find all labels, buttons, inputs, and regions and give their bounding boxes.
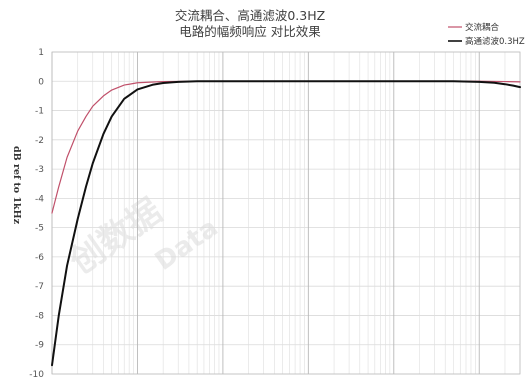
legend: 交流耦合 高通滤波0.3HZ: [448, 22, 525, 47]
y-tick-label: 1: [38, 48, 44, 58]
y-tick-label: -3: [35, 165, 44, 175]
series-lines: [51, 80, 521, 367]
y-tick-label: -2: [35, 136, 44, 146]
series-line-highpass: [51, 80, 521, 367]
y-tick-label: -9: [35, 341, 44, 351]
y-tick-label: 0: [38, 77, 44, 87]
y-tick-label: -5: [35, 224, 44, 234]
y-tick-label: -1: [35, 107, 44, 117]
y-axis-label: dB ref to 1kHz: [11, 146, 22, 225]
plot-grid: [51, 51, 521, 375]
y-tick-label: -4: [35, 194, 44, 204]
legend-label-highpass: 高通滤波0.3HZ: [465, 36, 525, 47]
y-tick-labels: 1 0 -1 -2 -3 -4 -5 -6 -7 -8 -9 -10: [29, 48, 44, 380]
y-tick-label: -7: [35, 282, 44, 292]
y-tick-label: -8: [35, 311, 44, 321]
chart-title-line-2: 电路的幅频响应 对比效果: [179, 24, 321, 39]
legend-label-ac-coupling: 交流耦合: [465, 22, 500, 33]
y-tick-label: -10: [29, 370, 44, 380]
watermark: 创数据 Data: [62, 191, 224, 283]
chart-title-line-1: 交流耦合、高通滤波0.3HZ: [175, 8, 325, 23]
y-tick-label: -6: [35, 253, 44, 263]
